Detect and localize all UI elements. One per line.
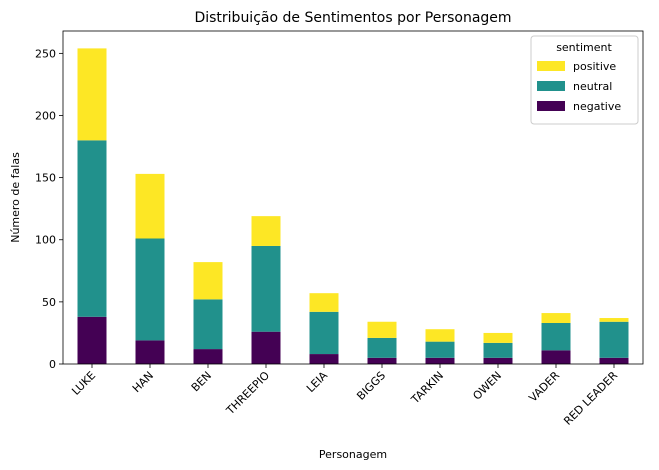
- bar-negative-threepio: [251, 331, 281, 364]
- y-tick-label: 50: [42, 296, 56, 309]
- bar-positive-luke: [77, 48, 107, 141]
- bar-negative-vader: [541, 350, 571, 364]
- x-tick-label-owen: OWEN: [470, 369, 504, 403]
- bar-neutral-ben: [193, 299, 223, 350]
- bar-positive-owen: [483, 332, 513, 343]
- legend: sentiment positive neutral negative: [530, 35, 639, 125]
- bar-positive-threepio: [251, 216, 281, 246]
- bars-group: [77, 48, 629, 364]
- x-tick-label-leia: LEIA: [304, 369, 330, 395]
- chart-title: Distribuição de Sentimentos por Personag…: [194, 10, 511, 26]
- x-tick-label-red-leader: RED LEADER: [561, 369, 620, 428]
- bar-negative-ben: [193, 349, 223, 364]
- bar-neutral-threepio: [251, 245, 281, 332]
- y-tick-label: 250: [35, 47, 56, 60]
- bar-neutral-leia: [309, 311, 339, 355]
- bar-negative-leia: [309, 354, 339, 364]
- bar-negative-biggs: [367, 357, 397, 364]
- y-tick-label: 100: [35, 234, 56, 247]
- legend-swatch-negative: [537, 101, 565, 111]
- y-tick-label: 0: [49, 358, 56, 371]
- legend-label-negative: negative: [573, 100, 621, 113]
- bar-negative-tarkin: [425, 357, 455, 364]
- legend-label-positive: positive: [573, 60, 616, 73]
- y-axis-label: Número de falas: [9, 152, 22, 243]
- plot-frame: [62, 30, 644, 365]
- bar-neutral-owen: [483, 342, 513, 358]
- bar-positive-vader: [541, 313, 571, 323]
- bar-negative-luke: [77, 316, 107, 364]
- x-tick-label-threepio: THREEPIO: [223, 369, 272, 418]
- bar-neutral-red-leader: [599, 321, 629, 358]
- x-tick-label-biggs: BIGGS: [354, 369, 388, 403]
- bar-neutral-luke: [77, 140, 107, 317]
- x-axis: LUKE HAN BEN THREEPIO LEIA BIGGS TARKIN OWEN VAD…: [69, 364, 620, 428]
- bar-negative-owen: [483, 357, 513, 364]
- bar-neutral-han: [135, 238, 165, 341]
- x-axis-label: Personagem: [319, 448, 387, 461]
- bar-negative-red-leader: [599, 357, 629, 364]
- bar-positive-han: [135, 173, 165, 239]
- y-axis: 0 50 100 150 200 250: [35, 47, 63, 371]
- y-tick-label: 200: [35, 109, 56, 122]
- legend-label-neutral: neutral: [573, 80, 612, 93]
- bar-positive-tarkin: [425, 329, 455, 342]
- bar-positive-red-leader: [599, 318, 629, 322]
- bar-neutral-biggs: [367, 337, 397, 358]
- bar-positive-ben: [193, 262, 223, 300]
- bar-positive-biggs: [367, 321, 397, 338]
- legend-swatch-positive: [537, 61, 565, 71]
- bar-negative-han: [135, 340, 165, 364]
- x-tick-label-vader: VADER: [526, 369, 562, 405]
- y-tick-label: 150: [35, 172, 56, 185]
- legend-title: sentiment: [556, 41, 612, 54]
- x-tick-label-tarkin: TARKIN: [408, 369, 446, 407]
- bar-positive-leia: [309, 293, 339, 312]
- x-tick-label-ben: BEN: [189, 369, 214, 394]
- legend-swatch-neutral: [537, 81, 565, 91]
- x-tick-label-han: HAN: [130, 369, 156, 395]
- bar-neutral-tarkin: [425, 341, 455, 358]
- x-tick-label-luke: LUKE: [69, 369, 98, 398]
- bar-neutral-vader: [541, 323, 571, 351]
